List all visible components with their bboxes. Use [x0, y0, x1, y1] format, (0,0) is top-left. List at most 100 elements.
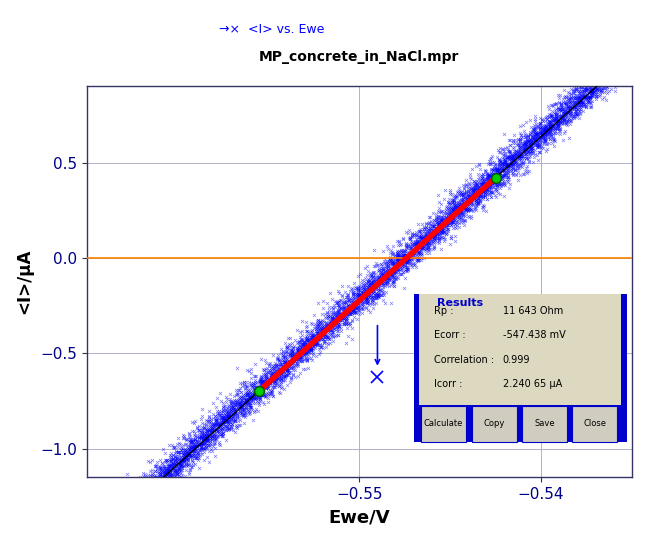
Point [179, 434, 189, 442]
Point [455, 202, 466, 211]
Point [404, 253, 414, 262]
Point [507, 151, 517, 159]
Point [334, 320, 345, 329]
Point [195, 443, 206, 451]
Point [327, 331, 338, 339]
Point [545, 126, 556, 134]
Point [575, 98, 586, 107]
Point [560, 109, 570, 118]
Point [564, 98, 574, 106]
Point [461, 195, 472, 203]
Point [385, 257, 395, 266]
Point [487, 152, 498, 160]
Point [373, 273, 383, 282]
Point [473, 190, 483, 199]
Point [406, 249, 417, 257]
Point [243, 393, 254, 402]
Point [163, 472, 173, 480]
Point [322, 325, 332, 334]
Point [353, 290, 364, 299]
Point [542, 127, 552, 136]
Point [458, 191, 468, 200]
Point [484, 175, 494, 183]
Point [374, 263, 384, 272]
Point [527, 140, 538, 149]
Point [267, 373, 277, 382]
Point [263, 389, 273, 398]
Point [422, 231, 433, 240]
Point [302, 335, 312, 344]
Point [556, 115, 567, 124]
Point [278, 377, 288, 385]
Point [161, 457, 171, 466]
Point [349, 309, 359, 318]
Point [324, 324, 334, 333]
Point [502, 160, 512, 169]
Point [296, 347, 307, 356]
Bar [414, 294, 626, 442]
Point [162, 471, 172, 480]
Point [522, 146, 532, 155]
Point [353, 303, 364, 312]
Point [545, 100, 556, 109]
Point [249, 389, 259, 398]
Point [387, 250, 397, 259]
Point [197, 429, 207, 438]
Point [492, 180, 503, 189]
Point [206, 427, 217, 435]
Point [480, 191, 490, 199]
Point [510, 147, 520, 156]
Point [517, 152, 527, 160]
Point [436, 208, 446, 216]
Point [480, 189, 490, 197]
Point [496, 182, 507, 191]
Point [146, 472, 157, 481]
Point [557, 119, 567, 128]
Point [485, 172, 495, 180]
Point [433, 214, 443, 222]
Point [217, 416, 227, 424]
Point [343, 301, 353, 310]
Point [260, 382, 270, 391]
Point [509, 156, 519, 165]
Point [298, 349, 309, 357]
Point [524, 139, 534, 148]
Text: →×  <I> vs. Ewe: →× <I> vs. Ewe [219, 23, 324, 36]
Point [422, 242, 433, 250]
Point [429, 216, 439, 225]
Point [586, 88, 597, 97]
Point [294, 356, 305, 364]
Point [568, 93, 578, 101]
Point [231, 397, 241, 406]
Point [388, 266, 399, 275]
Point [201, 421, 212, 429]
Point [540, 132, 550, 141]
Point [393, 253, 403, 261]
Point [481, 180, 491, 189]
Point [166, 470, 177, 479]
Point [309, 311, 319, 320]
Point [364, 285, 374, 294]
Point [151, 461, 162, 469]
Point [442, 202, 452, 210]
Point [492, 164, 502, 173]
Point [181, 459, 191, 468]
Point [292, 345, 302, 353]
Point [405, 260, 415, 268]
Point [205, 436, 215, 445]
Point [550, 136, 560, 145]
Point [272, 366, 282, 375]
Point [302, 334, 313, 343]
Point [373, 279, 383, 288]
Point [446, 233, 456, 242]
Point [389, 270, 399, 279]
Point [469, 182, 479, 191]
Point [300, 340, 310, 349]
Point [553, 120, 564, 129]
Point [525, 139, 536, 147]
Point [313, 341, 324, 350]
Point [234, 412, 244, 421]
Point [402, 267, 412, 275]
Point [281, 372, 291, 380]
Point [341, 315, 351, 324]
